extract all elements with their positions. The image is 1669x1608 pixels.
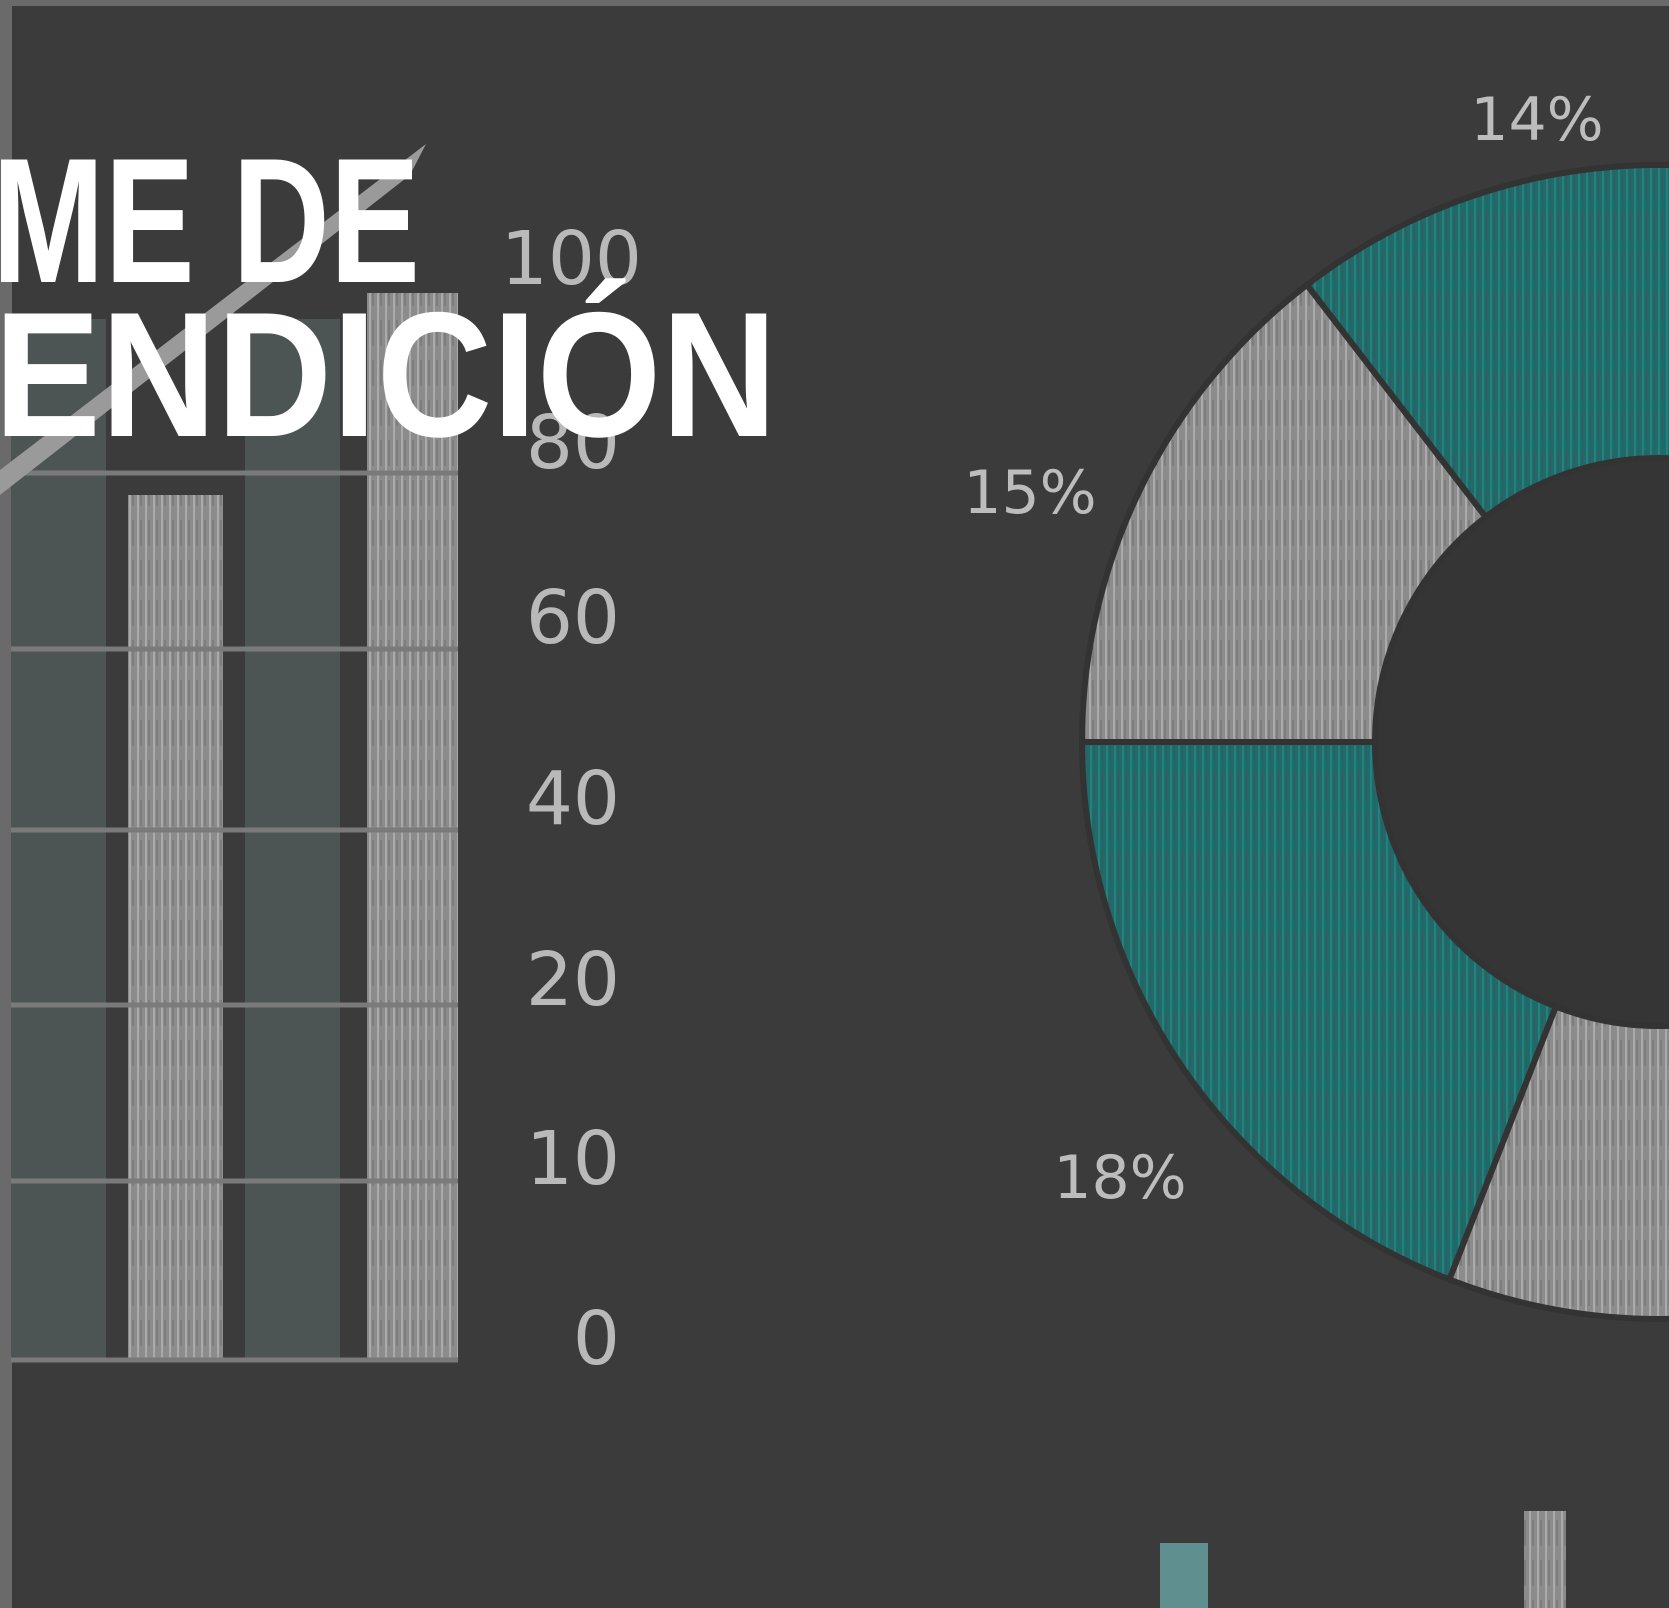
axis-label: 0 [573,1296,620,1382]
percent-label: 15% [963,458,1096,528]
title-line: ENDICIÓN [0,275,777,474]
axis-label: 10 [526,1116,620,1202]
slide: 1008060402010014%15%18%ME DEENDICIÓN [0,0,1669,1608]
axis-label: 40 [526,756,620,842]
small-bar [1524,1511,1566,1608]
percent-label: 18% [1053,1143,1186,1213]
small-bar [1160,1543,1208,1608]
axis-label: 20 [526,937,620,1023]
page: 1008060402010014%15%18%ME DEENDICIÓN (()… [0,0,1669,1608]
percent-label: 14% [1470,85,1603,155]
axis-label: 60 [526,575,620,661]
bar [128,495,223,1362]
